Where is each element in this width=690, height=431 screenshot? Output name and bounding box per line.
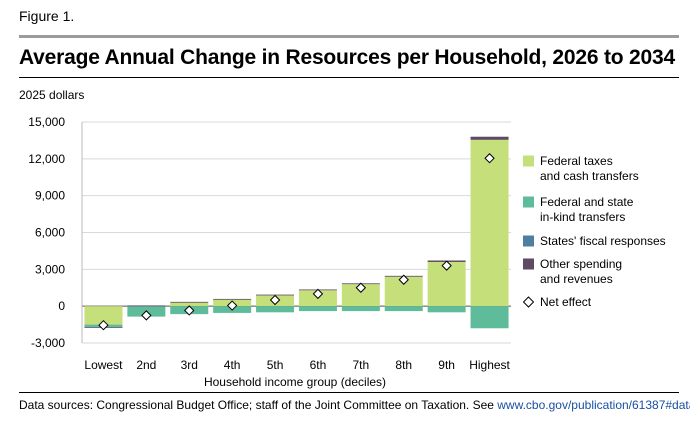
legend-label: Net effect [540,295,592,309]
net-effect-markers [98,153,495,331]
y-tick-label: 6,000 [35,226,65,240]
legend-label: Federal taxes [540,154,613,168]
x-tick-label: 3rd [181,358,198,372]
y-tick-label: 3,000 [35,262,65,276]
y-tick-labels: 15,000 12,000 9,000 6,000 3,000 0 -3,000 [28,115,65,350]
y-tick-label: 9,000 [35,189,65,203]
legend-swatch-other [523,258,534,270]
y-gridlines [81,121,511,344]
top-rule [19,35,679,38]
bars [84,136,509,329]
bar-in_kind [341,306,380,312]
net-effect-marker [484,153,495,164]
bar-federal_taxes [470,139,509,307]
source-text: Data sources: Congressional Budget Offic… [19,398,498,412]
x-tick-labels: Lowest 2nd 3rd 4th 5th 6th 7th 8th 9th Highest [84,358,510,372]
bar-other [127,305,166,307]
net-effect-marker [441,260,452,271]
legend-swatch-states [523,235,534,247]
legend-label: Federal and state [540,195,634,209]
chart: 15,000 12,000 9,000 6,000 3,000 0 -3,000 Lowes… [28,115,666,389]
source-link[interactable]: www.cbo.gov/publication/61387#data [497,398,690,412]
title-rule [19,77,679,78]
bar-other [470,136,509,140]
net-effect-marker [98,319,109,331]
net-effect-marker [355,282,367,293]
x-tick-label: Highest [469,358,510,372]
x-tick-label: 9th [438,358,455,372]
net-effect-marker [184,305,195,316]
footer-rule [19,392,679,393]
x-axis-label: Household income group (deciles) [204,375,386,389]
net-effect-marker [141,310,152,321]
y-tick-label: 12,000 [28,152,65,166]
y-tick-label: 15,000 [28,115,65,129]
legend-label: in-kind transfers [540,210,625,224]
legend-swatch-in_kind [523,196,534,208]
y-axis-units: 2025 dollars [19,88,85,102]
net-effect-marker [269,294,281,306]
bar-in_kind [470,306,509,329]
x-tick-label: 2nd [136,358,156,372]
figure-label: Figure 1. [19,8,75,24]
legend-swatch-federal_taxes [523,155,534,167]
source-note: Data sources: Congressional Budget Offic… [19,398,690,412]
x-tick-label: Lowest [84,358,123,372]
x-tick-label: 4th [224,358,241,372]
x-tick-label: 8th [395,358,412,372]
bar-in_kind [256,306,295,313]
bar-federal_taxes [84,306,123,325]
legend-label: Other spending [540,257,622,271]
bar-federal_taxes [341,284,380,307]
net-effect-marker [312,288,324,300]
bar-in_kind [298,306,337,312]
bar-federal_taxes [170,302,209,307]
x-tick-label: 7th [353,358,370,372]
x-tick-label: 5th [267,358,284,372]
chart-title: Average Annual Change in Resources per H… [19,46,675,69]
y-tick-label: 0 [58,299,65,313]
bar-other [170,301,209,303]
legend-label: and revenues [540,272,613,286]
legend-swatch-net-effect [522,296,535,308]
bar-in_kind [427,306,466,313]
y-tick-label: -3,000 [31,336,65,350]
net-effect-marker [226,300,238,311]
bar-in_kind [384,306,423,312]
legend-label: and cash transfers [540,169,639,183]
bar-other [213,298,252,300]
net-effect-marker [398,274,409,285]
legend-label: States' fiscal responses [540,234,666,248]
x-tick-label: 6th [310,358,327,372]
